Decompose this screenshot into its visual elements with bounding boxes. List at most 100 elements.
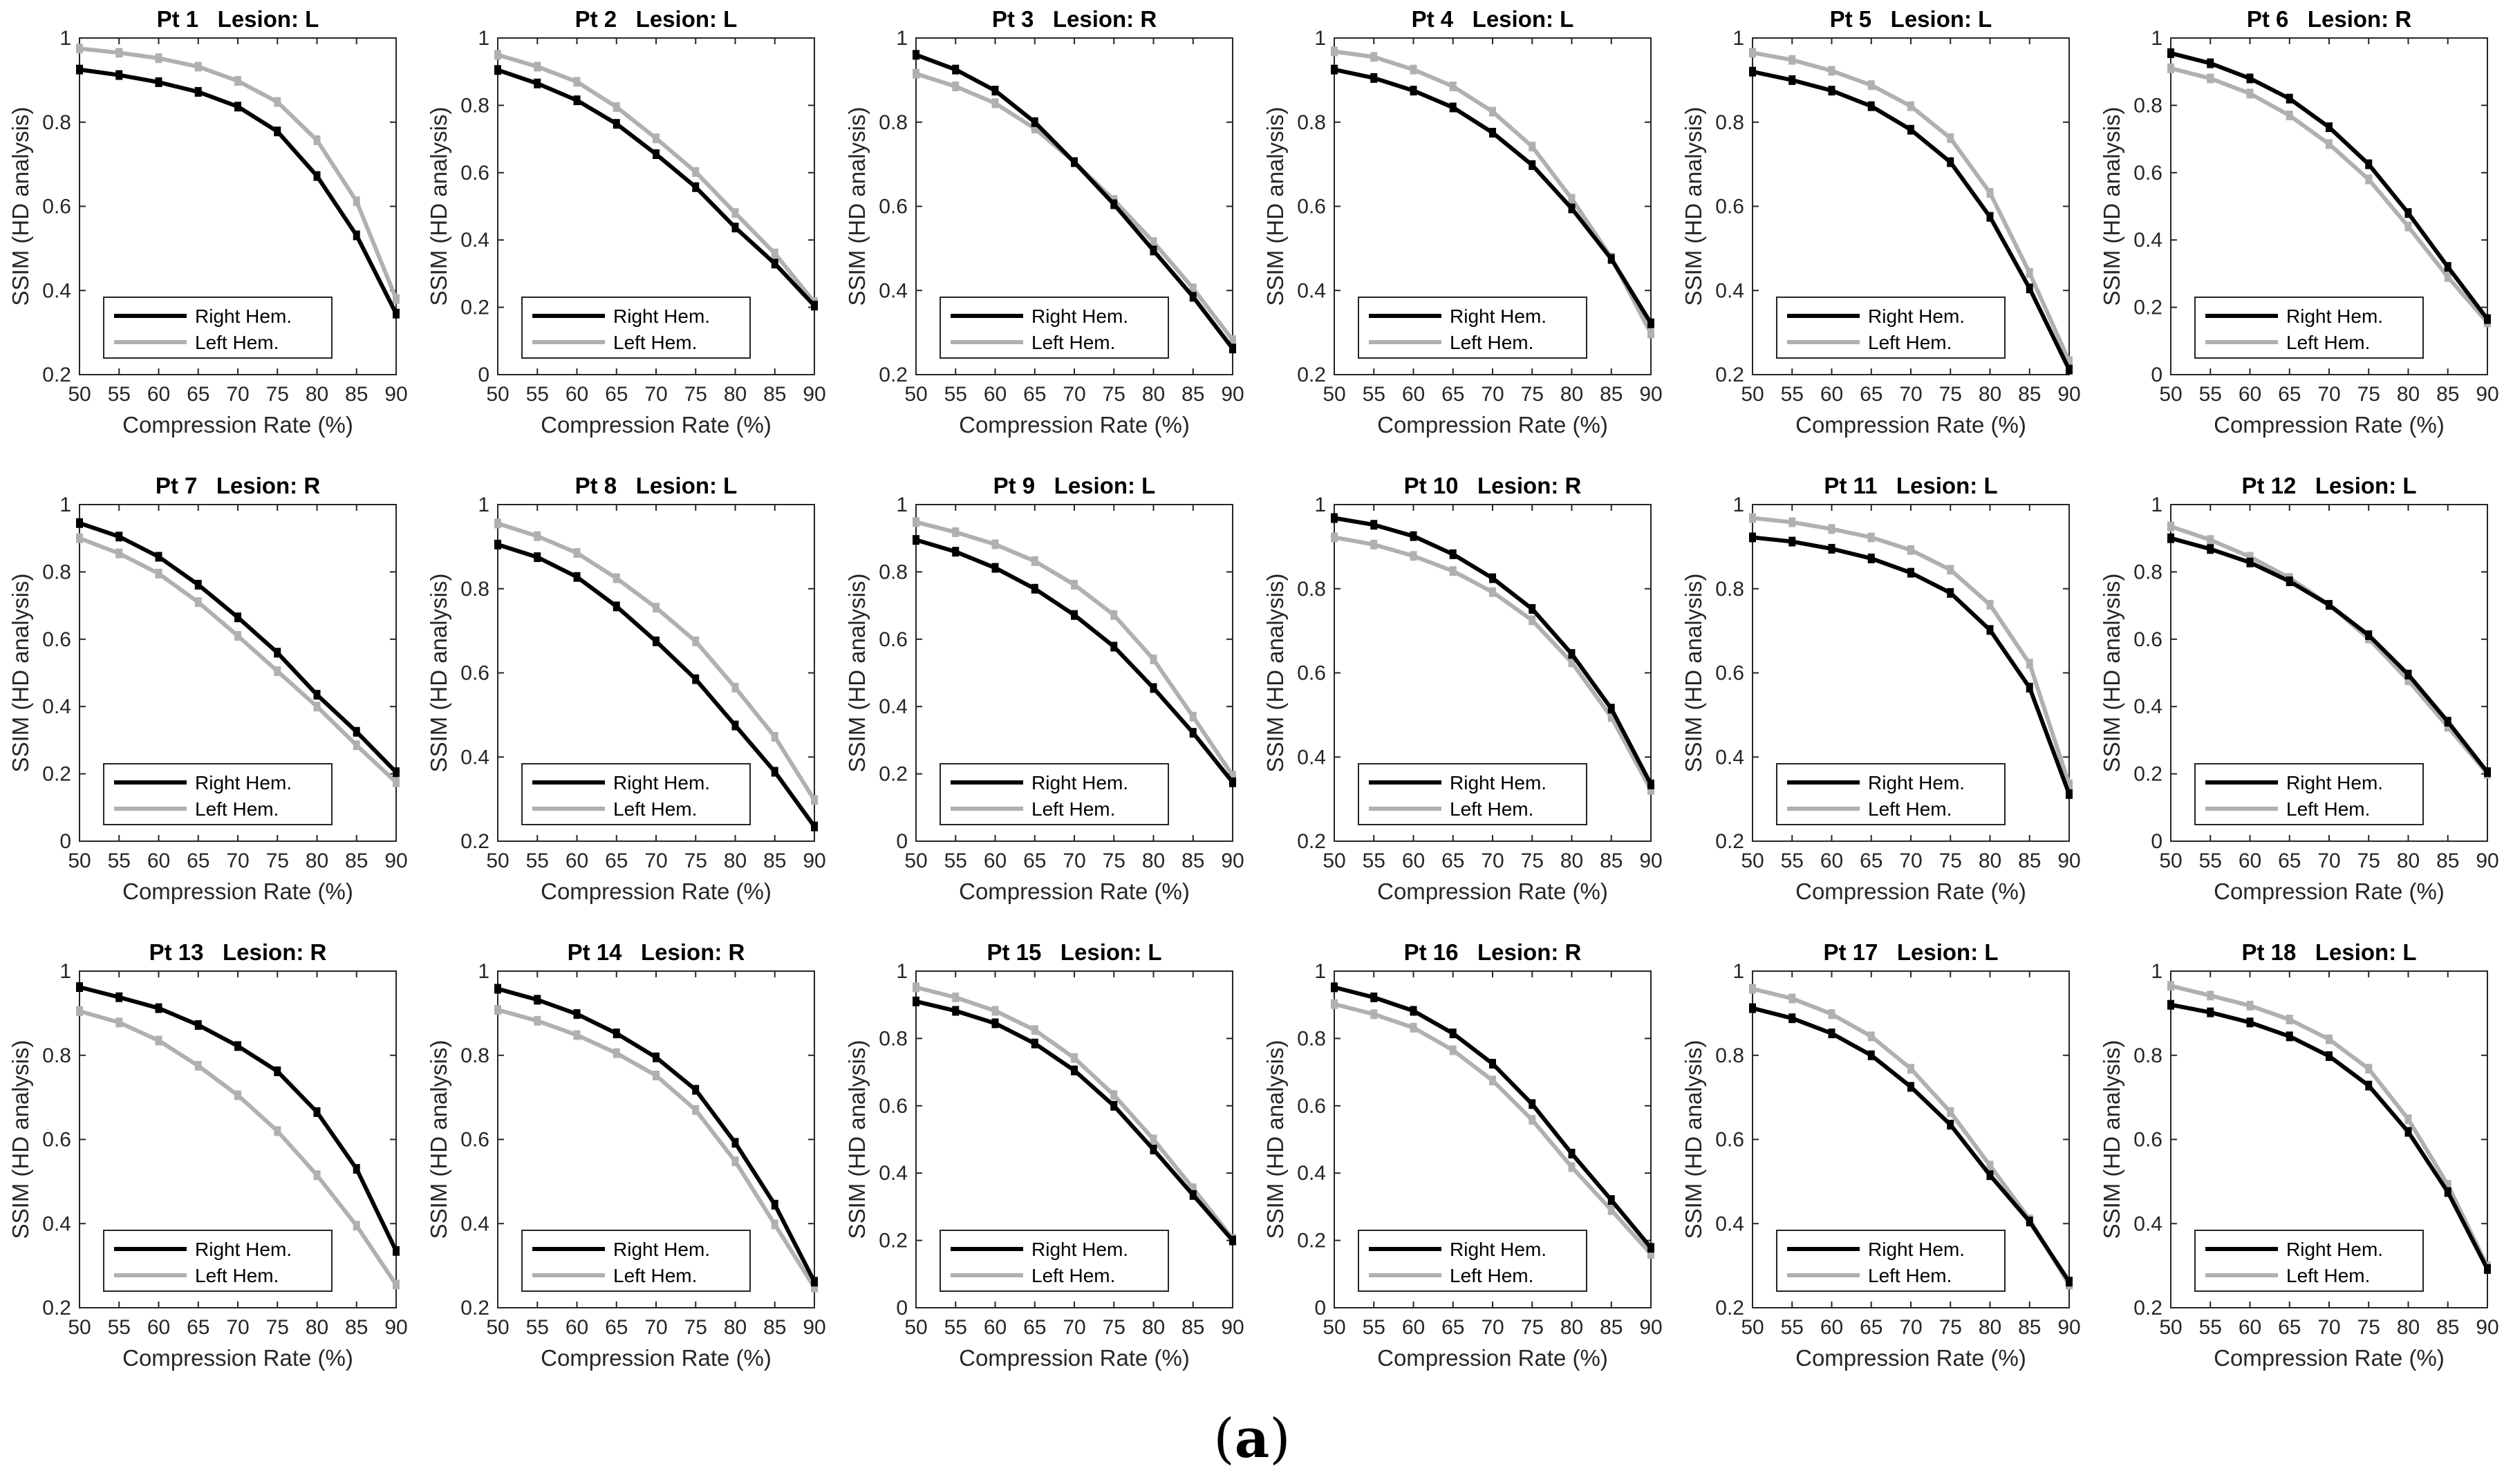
legend-label-right-hem: Right Hem. [195,1239,292,1260]
data-point-left-hem [274,666,281,677]
y-tick-label: 0.4 [1297,746,1326,769]
data-point-right-hem [653,149,660,160]
data-point-left-hem [1449,1045,1457,1055]
data-point-left-hem [2444,272,2451,282]
legend-label-right-hem: Right Hem. [1031,306,1128,327]
y-tick-label: 0.8 [2133,561,2162,583]
x-tick-label: 65 [605,383,628,406]
y-axis-label: SSIM (HD analysis) [2099,107,2124,306]
x-tick-label: 65 [2278,1316,2301,1339]
chart-panel-13: Pt 13 Lesion: R 50 55 60 65 70 75 80 85 90 0.2 0.4 0… [8,939,408,1371]
y-tick-label: 0.2 [879,364,908,386]
chart-panel-7: Pt 7 Lesion: R 50 55 60 65 70 75 80 85 90 0 0.2 0.4 0… [8,473,408,904]
x-tick-label: 85 [1600,383,1623,406]
legend-box [521,763,751,825]
data-point-right-hem [2365,159,2373,169]
legend-box [940,1230,1169,1292]
x-tick-label: 80 [1142,1316,1165,1339]
data-point-left-hem [1110,610,1118,620]
data-point-right-hem [1110,641,1118,652]
y-tick-label: 0.4 [879,279,908,302]
x-tick-label: 80 [1560,849,1583,872]
x-tick-label: 85 [345,1316,368,1339]
data-point-right-hem [2167,48,2174,58]
legend-label-left-hem: Left Hem. [1031,1265,1115,1286]
data-point-right-hem [1031,583,1038,594]
chart-panel-2: Pt 2 Lesion: L 50 55 60 65 70 75 80 85 90 0 0.2 0.4 0… [426,6,826,438]
y-tick-label: 0.8 [42,561,71,583]
y-tick-label: 0.2 [879,763,908,786]
x-tick-label: 50 [904,383,927,406]
data-point-right-hem [1229,777,1236,787]
data-point-right-hem [2286,93,2293,104]
data-point-right-hem [2066,789,2073,799]
data-point-right-hem [952,1006,960,1016]
data-point-left-hem [76,44,83,54]
data-point-left-hem [194,1060,202,1071]
data-point-right-hem [1031,117,1038,127]
chart-title: Pt 9 Lesion: L [993,473,1156,498]
data-point-left-hem [1568,657,1576,668]
x-tick-label: 85 [2436,383,2459,406]
data-point-left-hem [1867,80,1875,91]
x-tick-label: 75 [1939,383,1962,406]
y-tick-label: 0.2 [879,1230,908,1252]
data-point-left-hem [1749,984,1756,994]
data-point-right-hem [194,86,202,97]
x-tick-label: 85 [2018,383,2041,406]
x-tick-label: 55 [1781,849,1804,872]
x-tick-label: 70 [1063,849,1085,872]
data-point-right-hem [1788,1013,1796,1024]
x-tick-label: 75 [2357,1316,2380,1339]
legend-label-right-hem: Right Hem. [195,772,292,793]
data-point-right-hem [494,984,501,994]
data-point-left-hem [1071,579,1078,590]
data-point-right-hem [1568,1148,1576,1158]
legend-label-right-hem: Right Hem. [195,306,292,327]
data-point-right-hem [194,579,202,590]
data-point-left-hem [2326,139,2333,149]
y-tick-label: 0.6 [460,162,489,185]
data-point-right-hem [1828,543,1835,554]
data-point-right-hem [155,552,162,562]
x-tick-label: 50 [1741,383,1764,406]
data-point-left-hem [731,208,739,218]
legend-label-right-hem: Right Hem. [1031,772,1128,793]
y-tick-label: 0.4 [1715,279,1744,302]
y-tick-label: 0.2 [42,364,71,386]
series-line-left-hem [915,985,1235,1241]
legend-label-left-hem: Left Hem. [195,1265,279,1286]
data-point-right-hem [2246,557,2254,567]
y-tick-label: 0.4 [42,279,71,302]
data-point-right-hem [1370,73,1378,83]
x-tick-label: 75 [684,1316,707,1339]
data-point-left-hem [913,517,919,527]
x-tick-label: 90 [1639,849,1662,872]
data-point-right-hem [393,308,400,319]
legend-label-left-hem: Left Hem. [2286,1265,2370,1286]
y-tick-label: 0.6 [1715,196,1744,218]
legend-label-left-hem: Left Hem. [1031,332,1115,353]
x-tick-label: 70 [1481,849,1504,872]
x-tick-label: 75 [1521,383,1544,406]
data-point-right-hem [2404,1127,2412,1137]
caption-open-paren: ( [1213,1408,1235,1470]
data-point-right-hem [1568,203,1576,214]
y-axis-label: SSIM (HD analysis) [8,107,33,306]
y-tick-label: 0.4 [2133,695,2162,718]
y-tick-label: 0.4 [1715,746,1744,769]
chart-title: Pt 7 Lesion: R [156,473,321,498]
legend-label-left-hem: Left Hem. [1450,798,1533,820]
data-point-left-hem [1410,551,1417,561]
x-tick-label: 60 [1402,849,1425,872]
x-tick-label: 50 [486,383,509,406]
data-point-right-hem [115,532,123,542]
x-axis-label: Compression Rate (%) [122,412,353,438]
data-point-left-hem [494,50,501,60]
x-tick-label: 75 [1103,849,1125,872]
y-tick-label: 0.4 [2133,1212,2162,1235]
x-tick-label: 65 [1441,383,1464,406]
data-point-right-hem [1529,160,1536,170]
data-point-right-hem [573,1009,581,1020]
data-point-left-hem [1489,106,1496,117]
